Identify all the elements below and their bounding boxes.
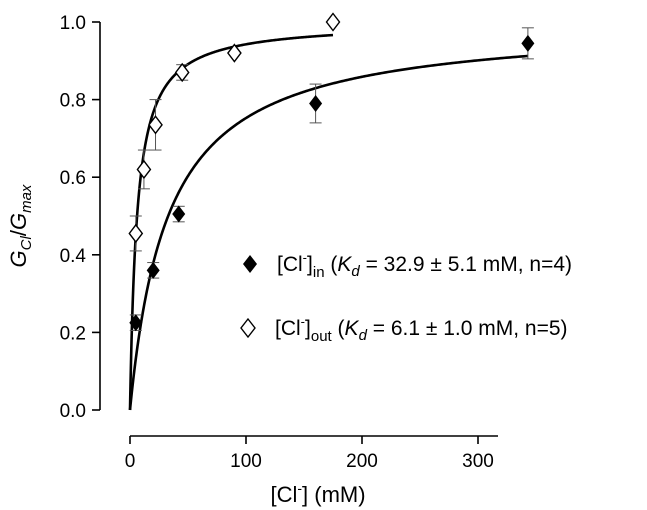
y-tick-label: 1.0 [60, 13, 86, 34]
legend-label-in: [Cl-]in (Kd = 32.9 ± 5.1 mM, n=4) [277, 250, 572, 281]
y-ticks: 0.0 0.2 0.4 0.6 0.8 1.0 [60, 13, 100, 422]
data-point-in [309, 94, 323, 112]
y-axis-label: GCl/Gmax [6, 184, 35, 267]
data-point-in [146, 261, 160, 279]
data-point-out [174, 62, 190, 83]
data-point-out [148, 115, 163, 135]
data-point-out [227, 43, 242, 63]
data-markers [128, 12, 535, 332]
y-tick-label: 0.4 [60, 246, 87, 267]
data-point-in [172, 205, 186, 223]
data-point-out [325, 12, 341, 32]
legend: [Cl-]in (Kd = 32.9 ± 5.1 mM, n=4) [Cl-]o… [240, 250, 572, 345]
x-ticks: 0 100 200 300 [125, 436, 494, 472]
legend-entry-out: [Cl-]out (Kd = 6.1 ± 1.0 mM, n=5) [240, 314, 568, 345]
y-tick-label: 0.0 [60, 401, 86, 422]
x-tick-label: 300 [462, 451, 494, 472]
x-tick-label: 100 [230, 451, 262, 472]
x-tick-label: 200 [346, 451, 378, 472]
legend-entry-in: [Cl-]in (Kd = 32.9 ± 5.1 mM, n=4) [243, 250, 572, 281]
legend-label-out: [Cl-]out (Kd = 6.1 ± 1.0 mM, n=5) [275, 314, 568, 345]
data-point-in [129, 314, 143, 332]
data-point-in [521, 34, 535, 52]
y-tick-label: 0.8 [60, 91, 86, 112]
legend-marker-open-diamond [240, 317, 256, 339]
data-point-out [128, 223, 144, 244]
fit-curves [128, 33, 528, 411]
x-axis-label: [Cl-] (mM) [270, 480, 365, 507]
fit-curve-in [128, 54, 528, 411]
data-point-out [136, 159, 152, 180]
y-tick-label: 0.2 [60, 323, 86, 344]
y-tick-label: 0.6 [60, 168, 86, 189]
x-tick-label: 0 [125, 451, 136, 472]
legend-marker-filled-diamond [243, 255, 257, 273]
